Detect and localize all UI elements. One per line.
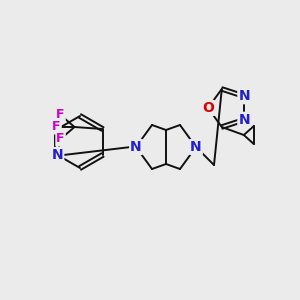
Text: F: F [52, 121, 61, 134]
Text: N: N [190, 140, 202, 154]
Text: N: N [52, 148, 63, 162]
Text: N: N [130, 140, 142, 154]
Text: N: N [238, 89, 250, 103]
Text: F: F [56, 133, 65, 146]
Text: N: N [238, 113, 250, 127]
Text: O: O [202, 101, 214, 115]
Text: F: F [56, 109, 65, 122]
